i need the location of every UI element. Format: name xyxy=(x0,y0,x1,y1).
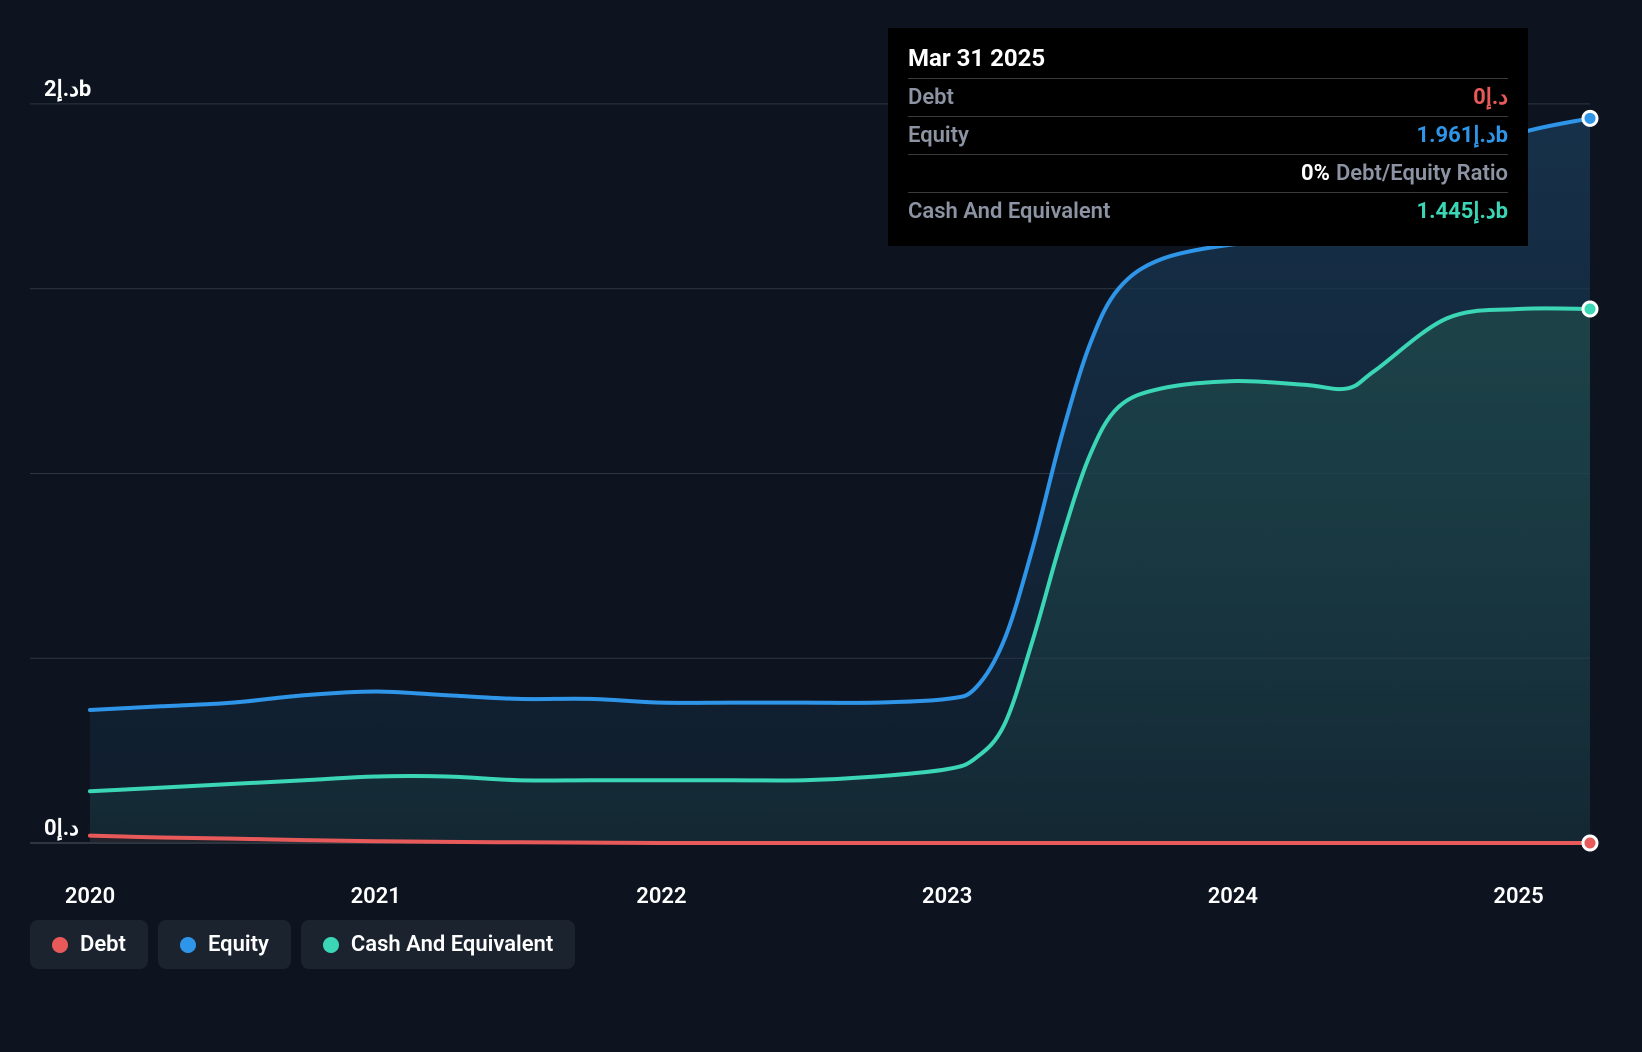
x-axis-label: 2021 xyxy=(351,884,401,909)
x-axis-label: 2023 xyxy=(922,884,972,909)
legend-label: Debt xyxy=(80,932,126,957)
marker-equity xyxy=(1583,111,1597,125)
tooltip-row-value: د.إ1.961b xyxy=(1416,123,1508,148)
legend-dot xyxy=(52,937,68,953)
tooltip-row-label: Cash And Equivalent xyxy=(908,199,1110,224)
tooltip-date: Mar 31 2025 xyxy=(908,44,1508,72)
chart-container: د.إ0 د.إ2b 2020 2021 2022 2023 2024 2025 Mar 31… xyxy=(0,0,1642,1052)
tooltip-row: Equity د.إ1.961b xyxy=(908,116,1508,154)
legend-label: Equity xyxy=(208,932,269,957)
tooltip-row-label: Equity xyxy=(908,123,969,148)
tooltip-ratio-row: 0%Debt/Equity Ratio xyxy=(908,154,1508,192)
x-axis-label: 2025 xyxy=(1493,884,1543,909)
tooltip-row-value: د.إ1.445b xyxy=(1416,199,1508,224)
y-axis-label: د.إ0 xyxy=(44,816,79,842)
tooltip-row-label: Debt xyxy=(908,85,954,110)
legend-dot xyxy=(180,937,196,953)
marker-cash xyxy=(1583,302,1597,316)
legend-dot xyxy=(323,937,339,953)
marker-debt xyxy=(1583,836,1597,850)
tooltip-row-value: د.إ0 xyxy=(1473,85,1508,110)
tooltip-row: Cash And Equivalent د.إ1.445b xyxy=(908,192,1508,230)
legend-item-debt[interactable]: Debt xyxy=(30,920,148,969)
tooltip-ratio-value: 0% xyxy=(1301,161,1330,186)
x-axis-label: 2020 xyxy=(65,884,115,909)
x-axis-label: 2024 xyxy=(1208,884,1258,909)
x-axis-label: 2022 xyxy=(636,884,686,909)
legend-item-cash-and-equivalent[interactable]: Cash And Equivalent xyxy=(301,920,575,969)
tooltip-ratio-label: Debt/Equity Ratio xyxy=(1336,161,1508,186)
y-axis-label: د.إ2b xyxy=(44,77,91,103)
legend-item-equity[interactable]: Equity xyxy=(158,920,291,969)
legend: Debt Equity Cash And Equivalent xyxy=(30,920,575,969)
tooltip-panel: Mar 31 2025 Debtد.إ0Equityد.إ1.961b0%Deb… xyxy=(888,28,1528,246)
tooltip-row: Debt د.إ0 xyxy=(908,78,1508,116)
legend-label: Cash And Equivalent xyxy=(351,932,553,957)
